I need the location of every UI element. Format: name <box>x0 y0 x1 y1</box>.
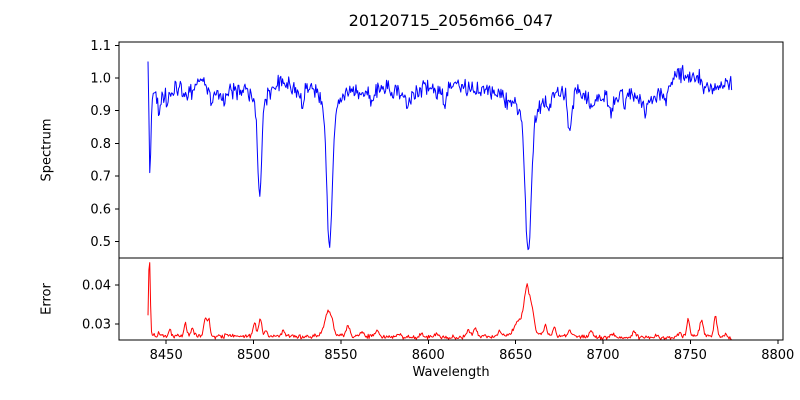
x-tick-label: 8500 <box>237 348 270 363</box>
y-tick-label-spectrum: 1.0 <box>90 72 111 87</box>
error-panel-frame <box>118 257 784 341</box>
x-tick-label: 8750 <box>674 348 707 363</box>
y-tick-label-spectrum: 0.5 <box>90 235 111 250</box>
spectrum-line <box>147 61 733 251</box>
y-tick-label-error: 0.03 <box>82 317 111 332</box>
y-tick-label-spectrum: 0.9 <box>90 104 111 119</box>
y-tick-label-spectrum: 0.6 <box>90 202 111 217</box>
y-tick-label-spectrum: 1.1 <box>90 39 111 54</box>
x-tick-label: 8450 <box>150 348 183 363</box>
x-tick-label: 8600 <box>412 348 445 363</box>
error-line <box>147 262 732 340</box>
x-tick-label: 8700 <box>586 348 619 363</box>
y-tick-label-spectrum: 0.8 <box>90 137 111 152</box>
y-tick-label-spectrum: 0.7 <box>90 170 111 185</box>
x-tick-label: 8800 <box>761 348 794 363</box>
x-tick-label: 8650 <box>499 348 532 363</box>
chart-title: 20120715_2056m66_047 <box>348 11 554 30</box>
x-tick-label: 8550 <box>324 348 357 363</box>
y-tick-label-error: 0.04 <box>82 278 111 293</box>
x-axis-label: Wavelength <box>412 365 490 380</box>
